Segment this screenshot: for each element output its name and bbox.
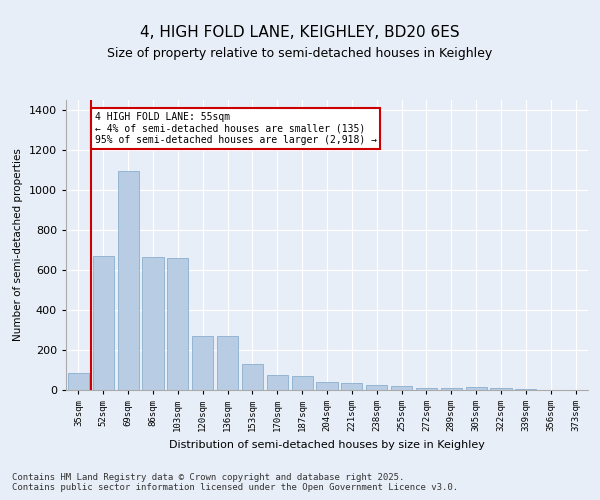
Bar — [292, 376, 313, 390]
Bar — [267, 375, 288, 390]
Bar — [217, 336, 238, 390]
Bar — [142, 257, 164, 390]
Text: 4 HIGH FOLD LANE: 55sqm
← 4% of semi-detached houses are smaller (135)
95% of se: 4 HIGH FOLD LANE: 55sqm ← 4% of semi-det… — [95, 112, 377, 145]
Bar — [167, 258, 188, 390]
Bar — [316, 382, 338, 390]
Bar — [118, 171, 139, 390]
Bar — [366, 385, 387, 390]
Bar — [515, 389, 536, 390]
Bar — [416, 388, 437, 390]
Text: Size of property relative to semi-detached houses in Keighley: Size of property relative to semi-detach… — [107, 48, 493, 60]
Bar — [391, 386, 412, 390]
Bar — [242, 364, 263, 390]
X-axis label: Distribution of semi-detached houses by size in Keighley: Distribution of semi-detached houses by … — [169, 440, 485, 450]
Y-axis label: Number of semi-detached properties: Number of semi-detached properties — [13, 148, 23, 342]
Bar — [441, 388, 462, 390]
Bar — [93, 256, 114, 390]
Bar — [490, 388, 512, 390]
Bar — [341, 383, 362, 390]
Bar — [68, 373, 89, 390]
Bar — [466, 387, 487, 390]
Text: Contains HM Land Registry data © Crown copyright and database right 2025.
Contai: Contains HM Land Registry data © Crown c… — [12, 473, 458, 492]
Bar — [192, 336, 213, 390]
Text: 4, HIGH FOLD LANE, KEIGHLEY, BD20 6ES: 4, HIGH FOLD LANE, KEIGHLEY, BD20 6ES — [140, 25, 460, 40]
